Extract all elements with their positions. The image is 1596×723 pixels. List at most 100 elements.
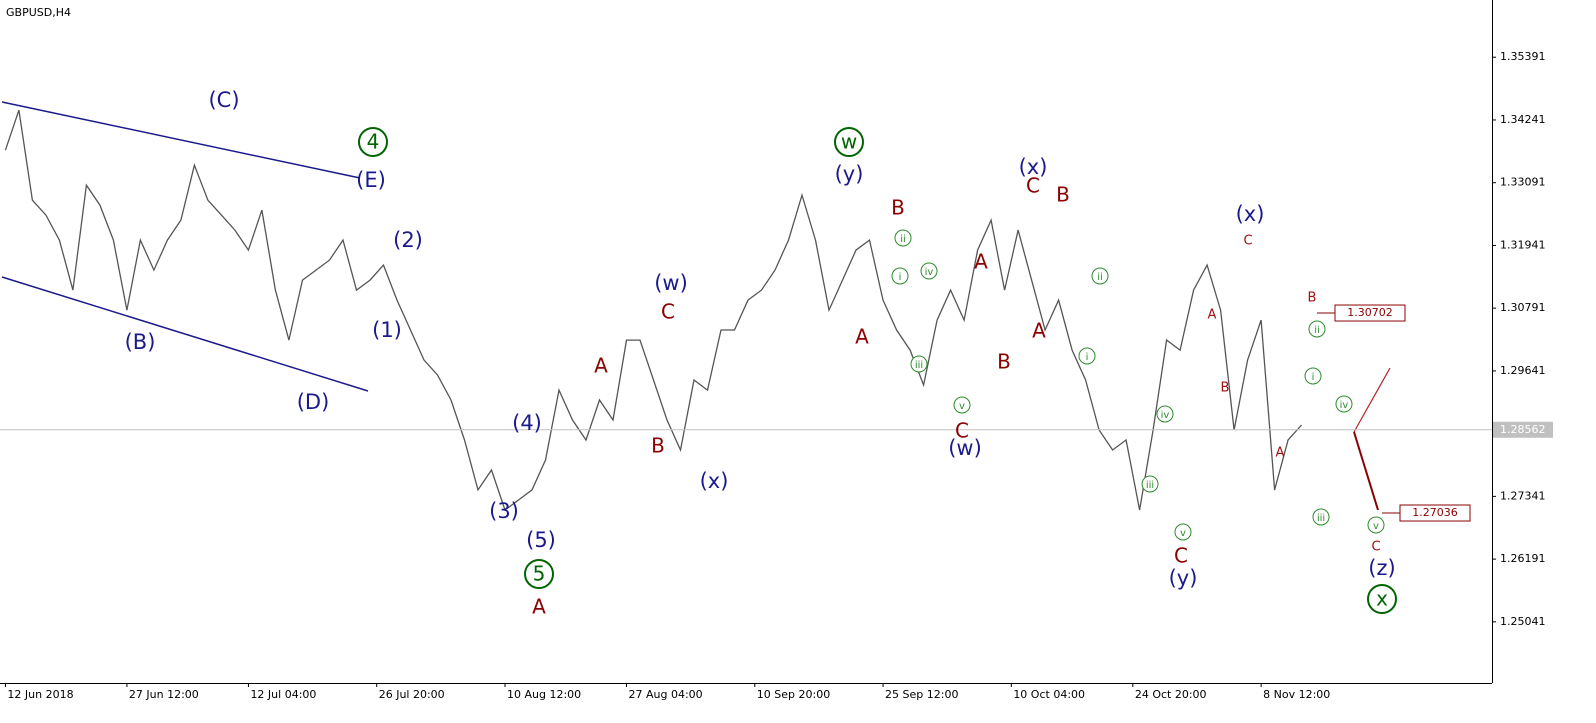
wave-label: (z)	[1368, 556, 1395, 580]
wave-circle	[1312, 508, 1330, 526]
wave-label: C	[1026, 174, 1040, 198]
wave-label: (D)	[297, 390, 330, 414]
wave-label: B	[891, 196, 905, 220]
wave-label: (2)	[393, 228, 423, 252]
wave-label: v	[1373, 521, 1379, 532]
channel-line	[1, 101, 361, 179]
wave-label: (y)	[1169, 566, 1198, 590]
wave-label: i	[1086, 352, 1089, 363]
wave-label: C	[1174, 544, 1188, 568]
wave-label: v	[959, 401, 965, 412]
x-tick-label: 8 Nov 12:00	[1263, 688, 1330, 701]
wave-label: iv	[1161, 410, 1170, 421]
current-price-box	[1493, 421, 1553, 438]
current-price-label: 1.28562	[1500, 423, 1546, 436]
wave-label: iii	[1317, 513, 1325, 524]
wave-circle	[834, 127, 864, 157]
wave-circle	[920, 262, 938, 280]
y-tick-label: 1.35391	[1500, 50, 1546, 63]
wave-circle	[1308, 320, 1326, 338]
x-tick-label: 26 Jul 20:00	[379, 688, 445, 701]
wave-label: ii	[900, 234, 906, 245]
wave-label: (3)	[489, 499, 519, 523]
wave-circle	[1174, 523, 1192, 541]
y-tick-label: 1.30791	[1500, 301, 1546, 314]
wave-label: iv	[925, 267, 934, 278]
x-tick-label: 10 Sep 20:00	[757, 688, 830, 701]
y-tick-label: 1.33091	[1500, 176, 1546, 189]
wave-circle	[1091, 267, 1109, 285]
target-line	[1353, 431, 1379, 511]
wave-label: (E)	[356, 168, 386, 192]
wave-label: (C)	[208, 88, 239, 112]
wave-circle	[1304, 367, 1322, 385]
wave-label: ii	[1314, 325, 1320, 336]
y-tick-label: 1.29641	[1500, 364, 1546, 377]
y-tick-label: 1.27341	[1500, 489, 1546, 502]
wave-label: A	[1208, 308, 1217, 323]
wave-circle	[894, 229, 912, 247]
x-tick-label: 12 Jun 2018	[7, 688, 73, 701]
wave-circle	[1367, 584, 1397, 614]
y-tick-label: 1.25041	[1500, 615, 1546, 628]
wave-label: (x)	[1019, 155, 1048, 179]
x-tick-label: 12 Jul 04:00	[250, 688, 316, 701]
wave-label: (1)	[372, 318, 402, 342]
wave-label: (B)	[125, 330, 156, 354]
wave-label: C	[1243, 234, 1252, 249]
wave-label: x	[1376, 587, 1388, 611]
wave-label: w	[841, 130, 857, 154]
wave-label: (w)	[654, 271, 688, 295]
price-line	[4, 109, 1303, 512]
wave-label: A	[594, 354, 608, 378]
wave-label: 5	[533, 562, 546, 586]
x-tick-label: 10 Oct 04:00	[1013, 688, 1085, 701]
wave-label: A	[855, 325, 869, 349]
wave-label: B	[997, 350, 1011, 374]
wave-circle	[891, 267, 909, 285]
wave-circle	[953, 396, 971, 414]
wave-label: iii	[1146, 480, 1154, 491]
wave-circle	[910, 355, 928, 373]
wave-label: i	[899, 272, 902, 283]
wave-label: (x)	[1236, 202, 1265, 226]
wave-label: A	[532, 595, 546, 619]
wave-label: 4	[367, 130, 380, 154]
x-tick-label: 24 Oct 20:00	[1135, 688, 1207, 701]
wave-label: (5)	[526, 528, 556, 552]
wave-label: C	[955, 419, 969, 443]
x-tick-label: 25 Sep 12:00	[885, 688, 958, 701]
wave-circle	[1335, 395, 1353, 413]
wave-label: iv	[1340, 400, 1349, 411]
wave-label: C	[1371, 540, 1380, 555]
wave-label: (y)	[835, 162, 864, 186]
x-tick-label: 27 Jun 12:00	[129, 688, 199, 701]
target-line	[1353, 367, 1391, 433]
wave-circle	[358, 127, 388, 157]
y-tick-label: 1.26191	[1500, 552, 1546, 565]
wave-label: B	[651, 434, 665, 458]
wave-circle	[1141, 475, 1159, 493]
x-tick-label: 27 Aug 04:00	[629, 688, 703, 701]
wave-circle	[524, 559, 554, 589]
wave-circle	[1156, 405, 1174, 423]
wave-label: B	[1056, 183, 1070, 207]
price-tag-label: 1.27036	[1412, 506, 1458, 519]
wave-label: C	[661, 300, 675, 324]
wave-label: (x)	[700, 469, 729, 493]
wave-circle	[1367, 516, 1385, 534]
wave-circle	[1078, 347, 1096, 365]
wave-label: ii	[1097, 272, 1103, 283]
price-tag-label: 1.30702	[1347, 306, 1393, 319]
y-tick-label: 1.31941	[1500, 238, 1546, 251]
wave-label: A	[974, 250, 988, 274]
wave-label: A	[1276, 446, 1285, 461]
wave-label: B	[1221, 381, 1230, 396]
x-tick-label: 10 Aug 12:00	[507, 688, 581, 701]
price-tag-box	[1399, 504, 1471, 522]
wave-label: v	[1180, 528, 1186, 539]
wave-label: (w)	[948, 436, 982, 460]
